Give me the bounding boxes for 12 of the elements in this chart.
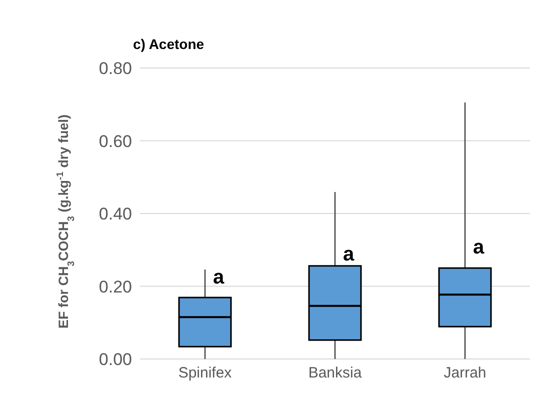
annotation: a: [213, 266, 225, 289]
x-tick-label: Spinifex: [178, 364, 232, 382]
y-tick-label: 0.60: [98, 132, 132, 151]
x-tick-label: Banksia: [308, 364, 362, 382]
y-tick-label: 0.00: [98, 350, 132, 370]
y-tick-label: 0.20: [98, 277, 132, 296]
annotation: a: [343, 244, 355, 266]
y-tick-label: 0.80: [98, 59, 132, 78]
chart-title: c) Acetone: [133, 36, 204, 52]
y-tick-label: 0.40: [98, 204, 132, 224]
annotation: a: [473, 236, 485, 258]
x-tick-label: Jarrah: [444, 364, 486, 382]
